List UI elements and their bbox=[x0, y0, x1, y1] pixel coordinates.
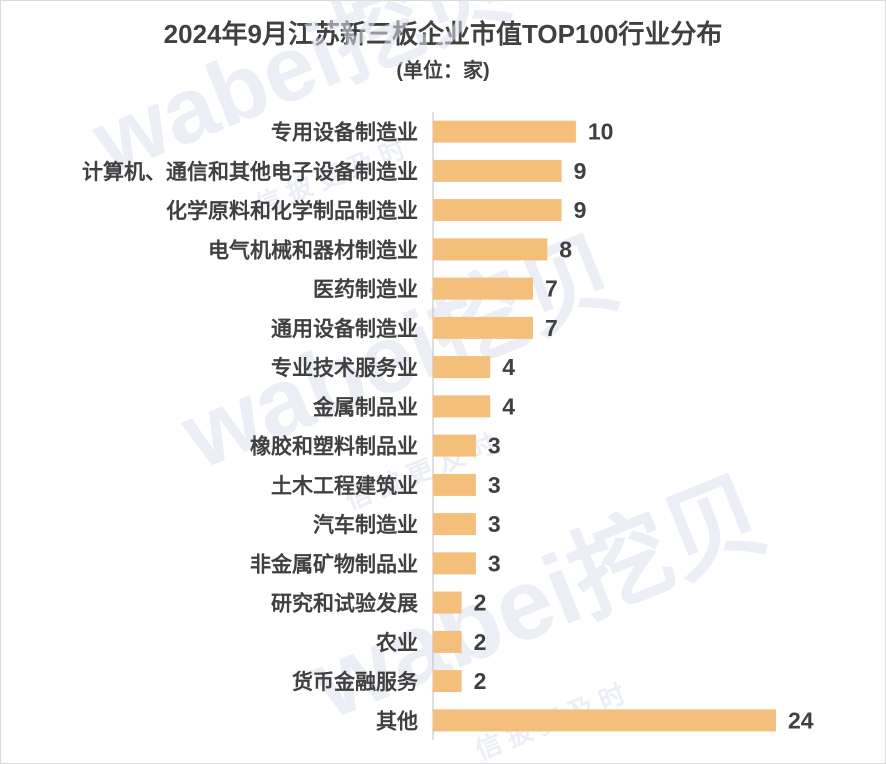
category-label: 金属制品业 bbox=[312, 395, 418, 419]
bar bbox=[433, 630, 462, 653]
value-label: 7 bbox=[545, 276, 558, 302]
value-label: 2 bbox=[474, 590, 487, 616]
category-label: 土木工程建筑业 bbox=[271, 474, 418, 498]
value-label: 9 bbox=[574, 158, 587, 184]
bar bbox=[433, 591, 462, 614]
bar bbox=[433, 159, 562, 182]
value-label: 2 bbox=[474, 629, 487, 655]
bar bbox=[433, 395, 491, 418]
chart-subtitle: (单位：家) bbox=[396, 60, 490, 82]
category-label: 医药制造业 bbox=[313, 278, 418, 302]
category-label: 化学原料和化学制品制造业 bbox=[166, 199, 418, 223]
value-label: 7 bbox=[545, 315, 558, 341]
value-label: 9 bbox=[574, 197, 587, 223]
chart-title: 2024年9月江苏新三板企业市值TOP100行业分布 bbox=[163, 19, 723, 49]
category-label: 非金属矿物制品业 bbox=[250, 552, 418, 576]
value-label: 3 bbox=[488, 550, 501, 576]
value-label: 4 bbox=[502, 393, 515, 419]
bar bbox=[433, 709, 776, 732]
bar-series bbox=[433, 120, 776, 732]
bar bbox=[433, 670, 462, 693]
bar bbox=[433, 277, 533, 300]
category-label: 货币金融服务 bbox=[292, 670, 419, 694]
category-label: 研究和试验发展 bbox=[271, 592, 418, 616]
value-label: 8 bbox=[559, 236, 572, 262]
bar bbox=[433, 356, 491, 379]
bar bbox=[433, 316, 533, 339]
category-label: 汽车制造业 bbox=[313, 513, 418, 537]
category-label: 农业 bbox=[375, 631, 418, 655]
bar bbox=[433, 513, 476, 536]
category-labels: 专用设备制造业计算机、通信和其他电子设备制造业化学原料和化学制品制造业电气机械和… bbox=[82, 121, 419, 734]
bar bbox=[433, 199, 562, 222]
category-label: 通用设备制造业 bbox=[271, 317, 418, 341]
category-label: 橡胶和塑料制品业 bbox=[250, 435, 418, 459]
bar bbox=[433, 238, 548, 261]
category-label: 专业技术服务业 bbox=[271, 356, 418, 380]
category-label: 计算机、通信和其他电子设备制造业 bbox=[82, 160, 418, 184]
value-label: 10 bbox=[588, 119, 614, 145]
value-label: 24 bbox=[788, 707, 814, 733]
value-label: 3 bbox=[488, 472, 501, 498]
category-label: 专用设备制造业 bbox=[271, 121, 418, 145]
value-label: 3 bbox=[488, 511, 501, 537]
value-label: 4 bbox=[502, 354, 515, 380]
category-label: 其他 bbox=[376, 709, 418, 733]
value-label: 3 bbox=[488, 433, 501, 459]
bar bbox=[433, 120, 576, 143]
bar bbox=[433, 552, 476, 575]
bar bbox=[433, 434, 476, 457]
value-label: 2 bbox=[474, 668, 487, 694]
bar bbox=[433, 473, 476, 496]
category-label: 电气机械和器材制造业 bbox=[208, 238, 418, 262]
